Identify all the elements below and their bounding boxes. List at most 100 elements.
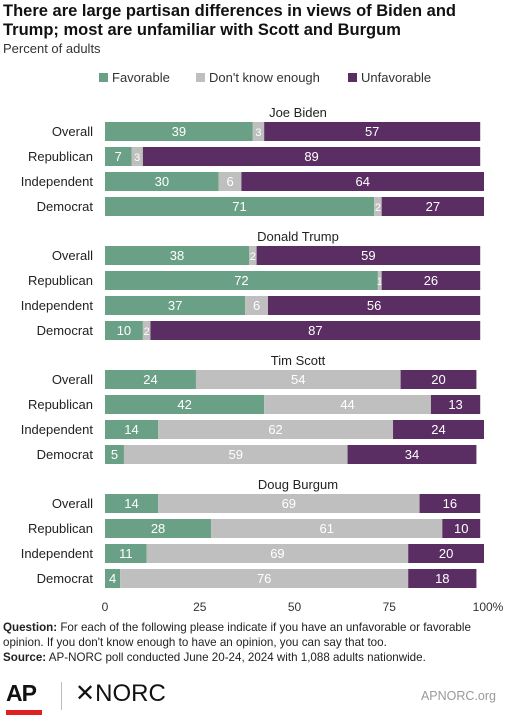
bar-segment-donald-trump-republican-favorable — [105, 271, 378, 290]
bar-segment-doug-burgum-independent-unfavorable — [408, 544, 484, 563]
data-label-doug-burgum-democrat-dont-know: 76 — [257, 571, 271, 586]
bar-segment-joe-biden-independent-favorable — [105, 172, 219, 191]
bar-segment-donald-trump-independent-favorable — [105, 296, 246, 315]
chart-subtitle: Percent of adults — [3, 41, 101, 56]
bar-segment-doug-burgum-republican-dont-know — [211, 519, 443, 538]
data-label-doug-burgum-democrat-unfavorable: 18 — [435, 571, 449, 586]
data-label-donald-trump-republican-unfavorable: 26 — [424, 273, 438, 288]
data-label-donald-trump-independent-favorable: 37 — [168, 298, 182, 313]
legend-swatch-dont-know — [196, 73, 205, 82]
data-label-doug-burgum-independent-favorable: 11 — [119, 546, 133, 561]
bar-segment-tim-scott-republican-dont-know — [264, 395, 431, 414]
data-label-joe-biden-republican-unfavorable: 89 — [304, 149, 318, 164]
data-label-donald-trump-independent-dont-know: 6 — [253, 298, 260, 313]
row-label-tim-scott-republican: Republican — [28, 397, 93, 412]
bar-segment-donald-trump-independent-unfavorable — [267, 296, 481, 315]
panel-title-donald-trump: Donald Trump — [257, 229, 339, 244]
bar-segment-tim-scott-republican-favorable — [105, 395, 265, 414]
row-label-tim-scott-democrat: Democrat — [37, 447, 94, 462]
bar-segment-doug-burgum-democrat-favorable — [105, 569, 121, 588]
legend-label-unfavorable: Unfavorable — [361, 70, 432, 85]
bar-segment-donald-trump-overall-favorable — [105, 246, 250, 265]
row-label-doug-burgum-independent: Independent — [21, 546, 94, 561]
bar-segment-joe-biden-independent-unfavorable — [241, 172, 484, 191]
bar-segment-tim-scott-overall-favorable — [105, 370, 196, 389]
footer-note: Question: For each of the following plea… — [3, 620, 503, 666]
row-label-doug-burgum-democrat: Democrat — [37, 571, 94, 586]
bar-segment-doug-burgum-overall-favorable — [105, 494, 159, 513]
bar-segment-doug-burgum-republican-favorable — [105, 519, 212, 538]
data-label-tim-scott-independent-favorable: 14 — [124, 422, 138, 437]
data-label-tim-scott-republican-favorable: 42 — [177, 397, 191, 412]
bar-segment-tim-scott-independent-favorable — [105, 420, 159, 439]
bar-segment-joe-biden-overall-favorable — [105, 122, 253, 141]
data-label-doug-burgum-republican-favorable: 28 — [151, 521, 165, 536]
row-label-joe-biden-democrat: Democrat — [37, 199, 94, 214]
data-label-tim-scott-independent-dont-know: 62 — [268, 422, 282, 437]
site-link[interactable]: APNORC.org — [420, 689, 496, 703]
data-label-donald-trump-independent-unfavorable: 56 — [367, 298, 381, 313]
legend: Favorable Don't know enough Unfavorable — [0, 70, 505, 88]
row-label-donald-trump-republican: Republican — [28, 273, 93, 288]
row-label-joe-biden-republican: Republican — [28, 149, 93, 164]
legend-swatch-favorable — [99, 73, 108, 82]
legend-label-favorable: Favorable — [112, 70, 170, 85]
norc-logo: ✕NORC — [75, 680, 166, 707]
bar-segment-tim-scott-overall-dont-know — [195, 370, 401, 389]
data-label-tim-scott-democrat-dont-know: 59 — [229, 447, 243, 462]
data-label-tim-scott-republican-unfavorable: 13 — [448, 397, 462, 412]
bar-segment-tim-scott-republican-unfavorable — [430, 395, 481, 414]
x-tick-label-25: 25 — [193, 600, 207, 614]
panel-title-doug-burgum: Doug Burgum — [258, 477, 338, 492]
data-label-joe-biden-democrat-unfavorable: 27 — [426, 199, 440, 214]
data-label-doug-burgum-independent-dont-know: 69 — [270, 546, 284, 561]
data-label-doug-burgum-overall-dont-know: 69 — [282, 496, 296, 511]
bar-segment-joe-biden-republican-dont-know — [131, 147, 143, 166]
data-label-doug-burgum-republican-dont-know: 61 — [319, 521, 333, 536]
legend-item-unfavorable: Unfavorable — [348, 70, 431, 85]
row-label-donald-trump-democrat: Democrat — [37, 323, 94, 338]
data-label-tim-scott-overall-unfavorable: 20 — [431, 372, 445, 387]
ap-logo: AP — [6, 680, 37, 706]
data-label-joe-biden-independent-favorable: 30 — [155, 174, 169, 189]
bar-segment-donald-trump-democrat-unfavorable — [150, 321, 481, 340]
chart-title: There are large partisan differences in … — [3, 2, 456, 39]
bar-segment-doug-burgum-republican-unfavorable — [442, 519, 481, 538]
bar-segment-doug-burgum-democrat-dont-know — [120, 569, 409, 588]
bar-segment-doug-burgum-independent-favorable — [105, 544, 147, 563]
source-note: Source: AP-NORC poll conducted June 20-2… — [3, 650, 503, 665]
x-tick-label-0: 0 — [102, 600, 109, 614]
row-label-donald-trump-overall: Overall — [52, 248, 93, 263]
bar-segment-joe-biden-republican-unfavorable — [142, 147, 481, 166]
row-label-tim-scott-overall: Overall — [52, 372, 93, 387]
x-tick-label-50: 50 — [288, 600, 302, 614]
bar-segment-doug-burgum-overall-unfavorable — [419, 494, 481, 513]
data-label-donald-trump-democrat-unfavorable: 87 — [308, 323, 322, 338]
bar-segment-tim-scott-democrat-dont-know — [123, 445, 348, 464]
legend-item-favorable: Favorable — [99, 70, 170, 85]
data-label-donald-trump-democrat-favorable: 10 — [117, 323, 131, 338]
bar-segment-joe-biden-overall-unfavorable — [264, 122, 481, 141]
source-label: Source: — [3, 651, 47, 665]
bar-segment-donald-trump-republican-dont-know — [377, 271, 382, 290]
bar-segment-tim-scott-democrat-unfavorable — [347, 445, 477, 464]
data-label-donald-trump-overall-unfavorable: 59 — [361, 248, 375, 263]
data-label-tim-scott-democrat-unfavorable: 34 — [405, 447, 419, 462]
data-label-doug-burgum-democrat-favorable: 4 — [109, 571, 116, 586]
bar-segment-joe-biden-democrat-favorable — [105, 197, 375, 216]
bar-segment-joe-biden-overall-dont-know — [252, 122, 265, 141]
panel-title-tim-scott: Tim Scott — [271, 353, 326, 368]
bar-segment-joe-biden-independent-dont-know — [218, 172, 242, 191]
row-label-donald-trump-independent: Independent — [21, 298, 94, 313]
bar-segment-donald-trump-democrat-favorable — [105, 321, 143, 340]
bar-segment-tim-scott-independent-unfavorable — [393, 420, 484, 439]
legend-label-dont-know: Don't know enough — [209, 70, 320, 85]
data-label-tim-scott-overall-favorable: 24 — [143, 372, 157, 387]
data-label-tim-scott-democrat-favorable: 5 — [111, 447, 118, 462]
row-label-joe-biden-independent: Independent — [21, 174, 94, 189]
data-label-tim-scott-independent-unfavorable: 24 — [431, 422, 445, 437]
bar-segment-tim-scott-overall-unfavorable — [400, 370, 477, 389]
data-label-donald-trump-republican-dont-know: 1 — [377, 276, 383, 288]
data-label-joe-biden-democrat-dont-know: 2 — [375, 202, 381, 214]
bar-segment-donald-trump-overall-dont-know — [249, 246, 257, 265]
